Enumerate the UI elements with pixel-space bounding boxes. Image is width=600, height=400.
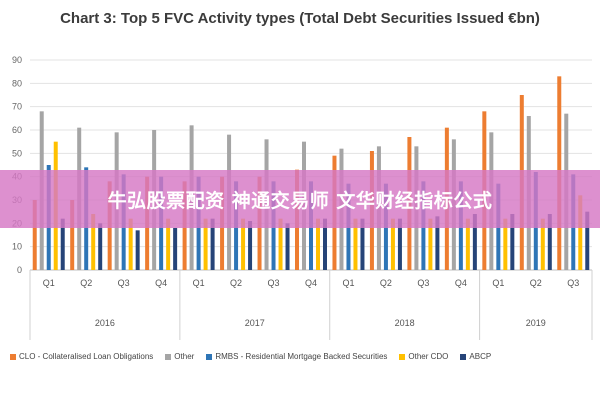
year-label: 2019 [526, 318, 546, 328]
bar-other-4 [203, 218, 208, 270]
year-label: 2017 [245, 318, 265, 328]
x-tick-label: Q2 [80, 278, 92, 288]
x-tick-label: Q4 [305, 278, 317, 288]
overlay-banner: 牛弘股票配资 神通交易师 文华财经指标公式 [0, 170, 600, 228]
bar-other-5 [241, 218, 246, 270]
legend-item: CLO - Collateralised Loan Obligations [10, 352, 153, 361]
x-tick-label: Q1 [492, 278, 504, 288]
y-axis-ticks: 0102030405060708090 [12, 55, 22, 275]
bar-abcp-13 [547, 214, 552, 270]
y-tick-label: 50 [12, 148, 22, 158]
x-tick-label: Q1 [342, 278, 354, 288]
x-tick-label: Q3 [268, 278, 280, 288]
legend-label: RMBS - Residential Mortgage Backed Secur… [215, 352, 388, 361]
bar-abcp-7 [323, 218, 327, 270]
bar-abcp-0 [60, 218, 65, 270]
legend-item: Other [165, 352, 194, 361]
bar-abcp-9 [397, 218, 402, 270]
y-tick-label: 90 [12, 55, 22, 65]
x-tick-label: Q2 [530, 278, 542, 288]
legend-label: CLO - Collateralised Loan Obligations [19, 352, 154, 361]
bar-abcp-11 [472, 214, 477, 270]
y-tick-label: 60 [12, 125, 22, 135]
legend-swatch [206, 353, 213, 360]
bar-other-9 [390, 218, 395, 270]
legend-swatch [165, 353, 172, 360]
bar-abcp-8 [360, 218, 365, 270]
bar-other-3 [166, 218, 171, 270]
y-tick-label: 0 [17, 265, 22, 275]
bar-clo-1 [70, 200, 75, 270]
legend-item: Other CDO [399, 352, 448, 361]
bar-other-12 [503, 218, 508, 270]
bar-other-8 [353, 218, 358, 270]
x-tick-label: Q2 [380, 278, 392, 288]
x-tick-label: Q4 [455, 278, 467, 288]
bar-abcp-5 [248, 221, 253, 270]
x-tick-label: Q3 [567, 278, 579, 288]
bar-abcp-6 [285, 223, 290, 270]
x-tick-label: Q1 [43, 278, 55, 288]
chart-title: Chart 3: Top 5 FVC Activity types (Total… [60, 10, 540, 27]
legend-swatch [399, 353, 406, 360]
x-tick-label: Q4 [155, 278, 167, 288]
bar-other-10 [428, 218, 433, 270]
bar-abcp-4 [210, 218, 215, 270]
bar-abcp-14 [585, 211, 590, 270]
y-tick-label: 10 [12, 242, 22, 252]
x-axis: Q1 Q2 Q3 Q4 Q1 Q2 Q3 Q4 Q1 Q2 Q3 Q4 Q1 Q2 Q3 2016 2017 20… [29, 270, 593, 340]
legend-label: Other [174, 352, 195, 361]
bar-other-7 [316, 218, 320, 270]
bar-other-11 [465, 218, 470, 270]
bar-other-14 [578, 195, 583, 270]
bar-abcp-10 [435, 216, 440, 270]
bar-abcp-1 [98, 223, 103, 270]
bar-abcp-12 [510, 214, 515, 270]
year-label: 2018 [395, 318, 415, 328]
legend-swatch [460, 353, 467, 360]
legend-label: ABCP [469, 352, 492, 361]
legend-item: RMBS - Residential Mortgage Backed Secur… [206, 352, 387, 361]
legend-label: Other CDO [408, 352, 449, 361]
bar-other-2 [128, 218, 133, 270]
bar-other-13 [540, 218, 545, 270]
x-tick-label: Q3 [417, 278, 429, 288]
banner-text: 牛弘股票配资 神通交易师 文华财经指标公式 [107, 189, 493, 212]
x-tick-label: Q3 [118, 278, 130, 288]
bar-clo-0 [32, 200, 37, 270]
bar-abcp-2 [135, 230, 140, 270]
legend-swatch [10, 353, 16, 360]
y-tick-label: 70 [12, 102, 22, 112]
year-label: 2016 [95, 318, 115, 328]
bar-other-6 [278, 218, 283, 270]
y-tick-label: 80 [12, 78, 22, 88]
legend: CLO - Collateralised Loan Obligations Oth… [10, 352, 595, 361]
x-tick-label: Q1 [193, 278, 205, 288]
bar-other-1 [91, 214, 96, 270]
bar-abcp-3 [173, 228, 178, 270]
x-tick-label: Q2 [230, 278, 242, 288]
legend-item: ABCP [460, 352, 491, 361]
